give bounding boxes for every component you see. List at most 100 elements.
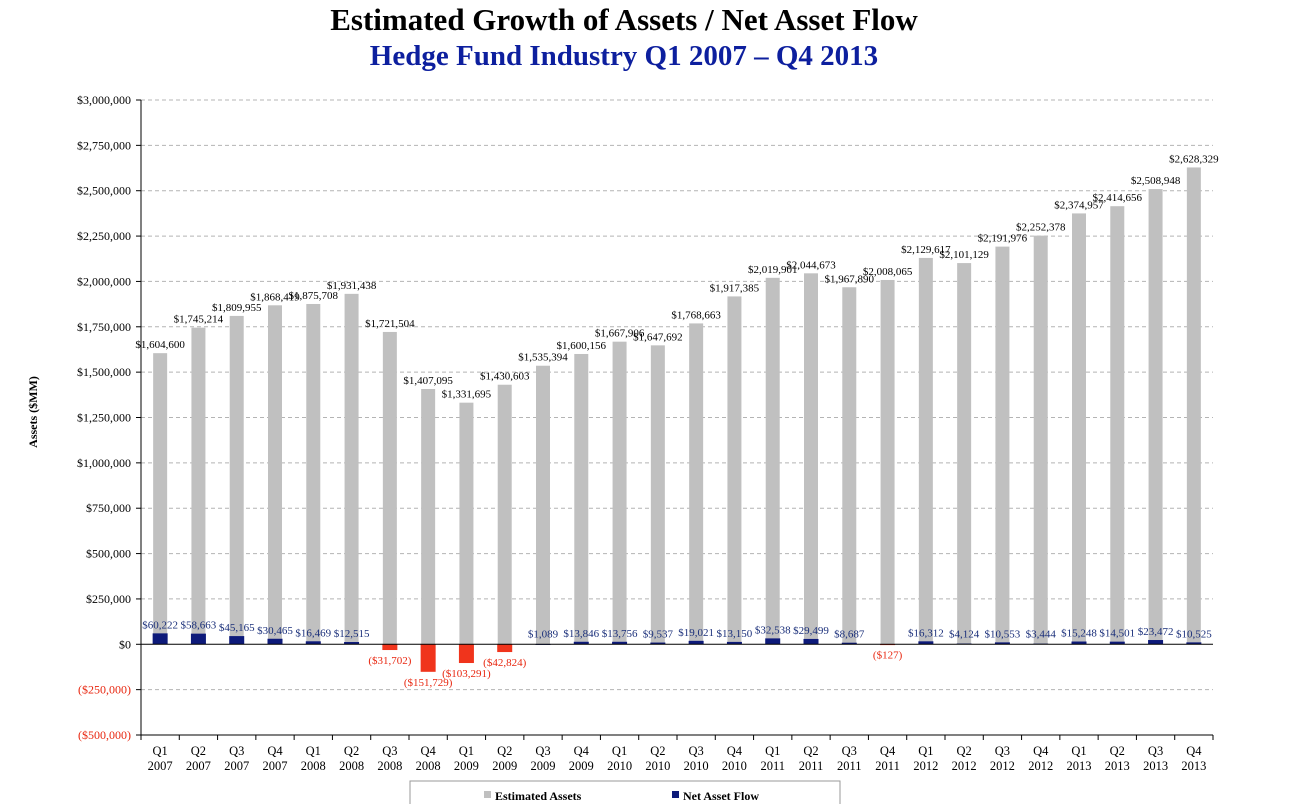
x-tick-label-year: 2008 <box>339 759 364 773</box>
bar-estimated-assets <box>497 384 512 645</box>
bar-estimated-assets <box>191 327 206 645</box>
x-tick-label-quarter: Q4 <box>727 744 743 758</box>
x-tick-label-year: 2011 <box>837 759 862 773</box>
bar-net-asset-flow <box>726 641 742 645</box>
bar-net-asset-flow <box>190 633 206 645</box>
x-tick-label-quarter: Q4 <box>1186 744 1202 758</box>
x-tick-label-year: 2007 <box>224 759 249 773</box>
x-tick-label-year: 2009 <box>531 759 556 773</box>
x-tick-label-quarter: Q2 <box>650 744 665 758</box>
data-label-assets: $1,868,419 <box>250 291 300 303</box>
x-tick-label-year: 2012 <box>952 759 977 773</box>
x-tick-label-year: 2010 <box>722 759 747 773</box>
bar-estimated-assets <box>689 323 704 645</box>
x-tick-label-quarter: Q3 <box>229 744 244 758</box>
data-label-flow: $29,499 <box>793 625 829 637</box>
bar-net-asset-flow <box>458 644 474 664</box>
x-axis: Q12007Q22007Q32007Q42007Q12008Q22008Q320… <box>140 643 1214 773</box>
data-label-assets: $1,535,394 <box>518 352 568 364</box>
data-label-assets: $1,917,385 <box>710 282 760 294</box>
bar-estimated-assets <box>1186 167 1201 645</box>
x-tick-label-quarter: Q1 <box>612 744 627 758</box>
data-label-assets: $1,331,695 <box>442 389 492 401</box>
y-tick-label: $1,750,000 <box>77 320 131 334</box>
data-label-flow: $30,465 <box>257 625 293 637</box>
data-label-flow: ($42,824) <box>483 657 526 669</box>
data-label-flow: $4,124 <box>949 628 980 640</box>
y-tick-label: ($250,000) <box>78 683 131 697</box>
data-label-flow: $8,687 <box>834 628 865 640</box>
bar-estimated-assets <box>918 257 933 645</box>
x-tick-label-quarter: Q3 <box>1148 744 1163 758</box>
x-tick-label-year: 2008 <box>416 759 441 773</box>
x-tick-label-quarter: Q4 <box>1033 744 1049 758</box>
legend: Estimated Assets Net Asset Flow <box>409 780 841 804</box>
data-label-flow: $23,472 <box>1138 626 1174 638</box>
data-label-flow: $13,150 <box>717 628 753 640</box>
bar-estimated-assets <box>1148 189 1163 645</box>
bars <box>152 167 1202 672</box>
x-tick-label-year: 2013 <box>1181 759 1206 773</box>
y-tick-label: $1,250,000 <box>77 411 131 425</box>
x-tick-label-year: 2008 <box>377 759 402 773</box>
x-tick-label-quarter: Q1 <box>459 744 474 758</box>
bar-net-asset-flow <box>1071 641 1087 645</box>
x-tick-label-year: 2013 <box>1105 759 1130 773</box>
x-tick-label-year: 2007 <box>186 759 211 773</box>
x-tick-label-year: 2010 <box>607 759 632 773</box>
data-label-assets: $2,191,976 <box>978 233 1028 245</box>
y-tick-label: ($500,000) <box>78 728 131 742</box>
x-tick-label-year: 2010 <box>684 759 709 773</box>
x-tick-label-year: 2007 <box>148 759 173 773</box>
data-label-flow: $14,501 <box>1099 628 1135 640</box>
bar-estimated-assets <box>727 296 742 645</box>
data-label-flow: $1,089 <box>528 628 559 640</box>
data-label-flow: $45,165 <box>219 622 255 634</box>
data-label-assets: $2,628,329 <box>1169 153 1219 165</box>
bar-estimated-assets <box>1110 206 1125 645</box>
data-label-assets: $2,252,378 <box>1016 222 1066 234</box>
data-label-flow: $3,444 <box>1026 628 1057 640</box>
data-label-flow: ($127) <box>873 649 903 661</box>
bar-net-asset-flow <box>229 636 245 645</box>
bar-net-asset-flow <box>841 642 857 645</box>
data-label-flow: ($31,702) <box>368 655 411 667</box>
data-label-flow: ($103,291) <box>442 668 491 680</box>
data-label-assets: $1,967,890 <box>825 273 875 285</box>
x-tick-label-year: 2010 <box>645 759 670 773</box>
bar-estimated-assets <box>459 402 474 645</box>
x-tick-label-quarter: Q1 <box>918 744 933 758</box>
data-label-assets: $2,044,673 <box>786 259 836 271</box>
bar-net-asset-flow <box>1109 641 1125 645</box>
legend-label-flow: Net Asset Flow <box>683 789 759 803</box>
x-tick-label-quarter: Q2 <box>497 744 512 758</box>
data-label-assets: $2,008,065 <box>863 266 913 278</box>
bar-net-asset-flow <box>1148 640 1164 645</box>
bar-estimated-assets <box>880 279 895 645</box>
x-tick-label-quarter: Q3 <box>995 744 1010 758</box>
x-tick-label-quarter: Q4 <box>880 744 896 758</box>
x-tick-label-year: 2008 <box>301 759 326 773</box>
data-label-flow: $9,537 <box>643 628 674 640</box>
x-tick-label-year: 2012 <box>1028 759 1053 773</box>
data-label-assets: $1,604,600 <box>135 339 185 351</box>
bar-net-asset-flow <box>497 644 513 653</box>
x-tick-label-year: 2011 <box>760 759 785 773</box>
data-label-flow: $13,756 <box>602 628 638 640</box>
bar-net-asset-flow <box>344 642 360 645</box>
data-label-flow: ($151,729) <box>404 677 453 689</box>
x-tick-label-year: 2009 <box>569 759 594 773</box>
bar-net-asset-flow <box>918 641 934 645</box>
data-label-flow: $10,525 <box>1176 628 1212 640</box>
x-tick-label-quarter: Q2 <box>957 744 972 758</box>
bar-net-asset-flow <box>688 640 704 645</box>
bar-net-asset-flow <box>1186 642 1202 645</box>
legend-label-assets: Estimated Assets <box>495 789 582 803</box>
bar-net-asset-flow <box>267 638 283 645</box>
bar-estimated-assets <box>421 388 436 645</box>
data-label-assets: $1,600,156 <box>557 340 607 352</box>
x-tick-label-quarter: Q1 <box>153 744 168 758</box>
bar-estimated-assets <box>574 353 589 645</box>
x-tick-label-year: 2012 <box>913 759 938 773</box>
